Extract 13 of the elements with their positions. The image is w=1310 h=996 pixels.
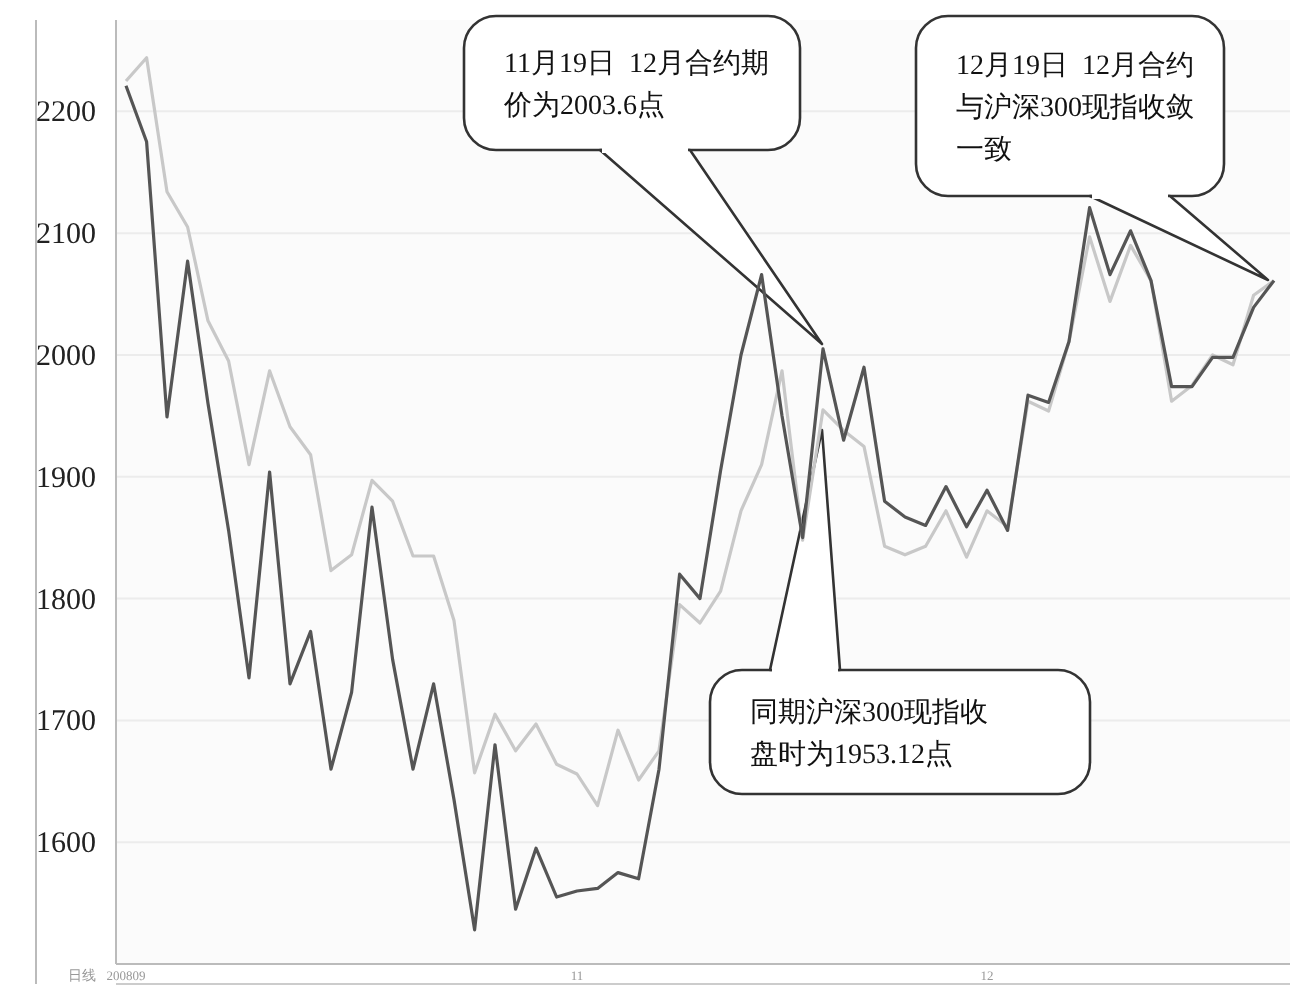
y-tick-label: 1600 bbox=[36, 828, 96, 861]
y-tick-label: 1800 bbox=[36, 584, 96, 617]
annotation: 12月19日 12月合约与沪深300现指收敛一致 bbox=[956, 50, 1194, 166]
annotation: 同期沪深300现指收盘时为1953.12点 bbox=[750, 697, 988, 771]
y-tick-label: 1900 bbox=[36, 462, 96, 495]
y-tick-label: 2100 bbox=[36, 219, 96, 252]
annotation: 同期沪深300现指收盘时为1953.12点 bbox=[708, 428, 1092, 796]
annotation: 11月19日 12月合约期价为2003.6点 bbox=[502, 48, 769, 122]
annotation: 11月19日 12月合约期价为2003.6点 bbox=[462, 14, 824, 346]
y-tick-label: 2200 bbox=[36, 97, 96, 130]
y-tick-label: 1700 bbox=[36, 706, 96, 739]
y-tick-label: 2000 bbox=[36, 340, 96, 373]
annotation: 12月19日 12月合约与沪深300现指收敛一致 bbox=[914, 14, 1270, 282]
